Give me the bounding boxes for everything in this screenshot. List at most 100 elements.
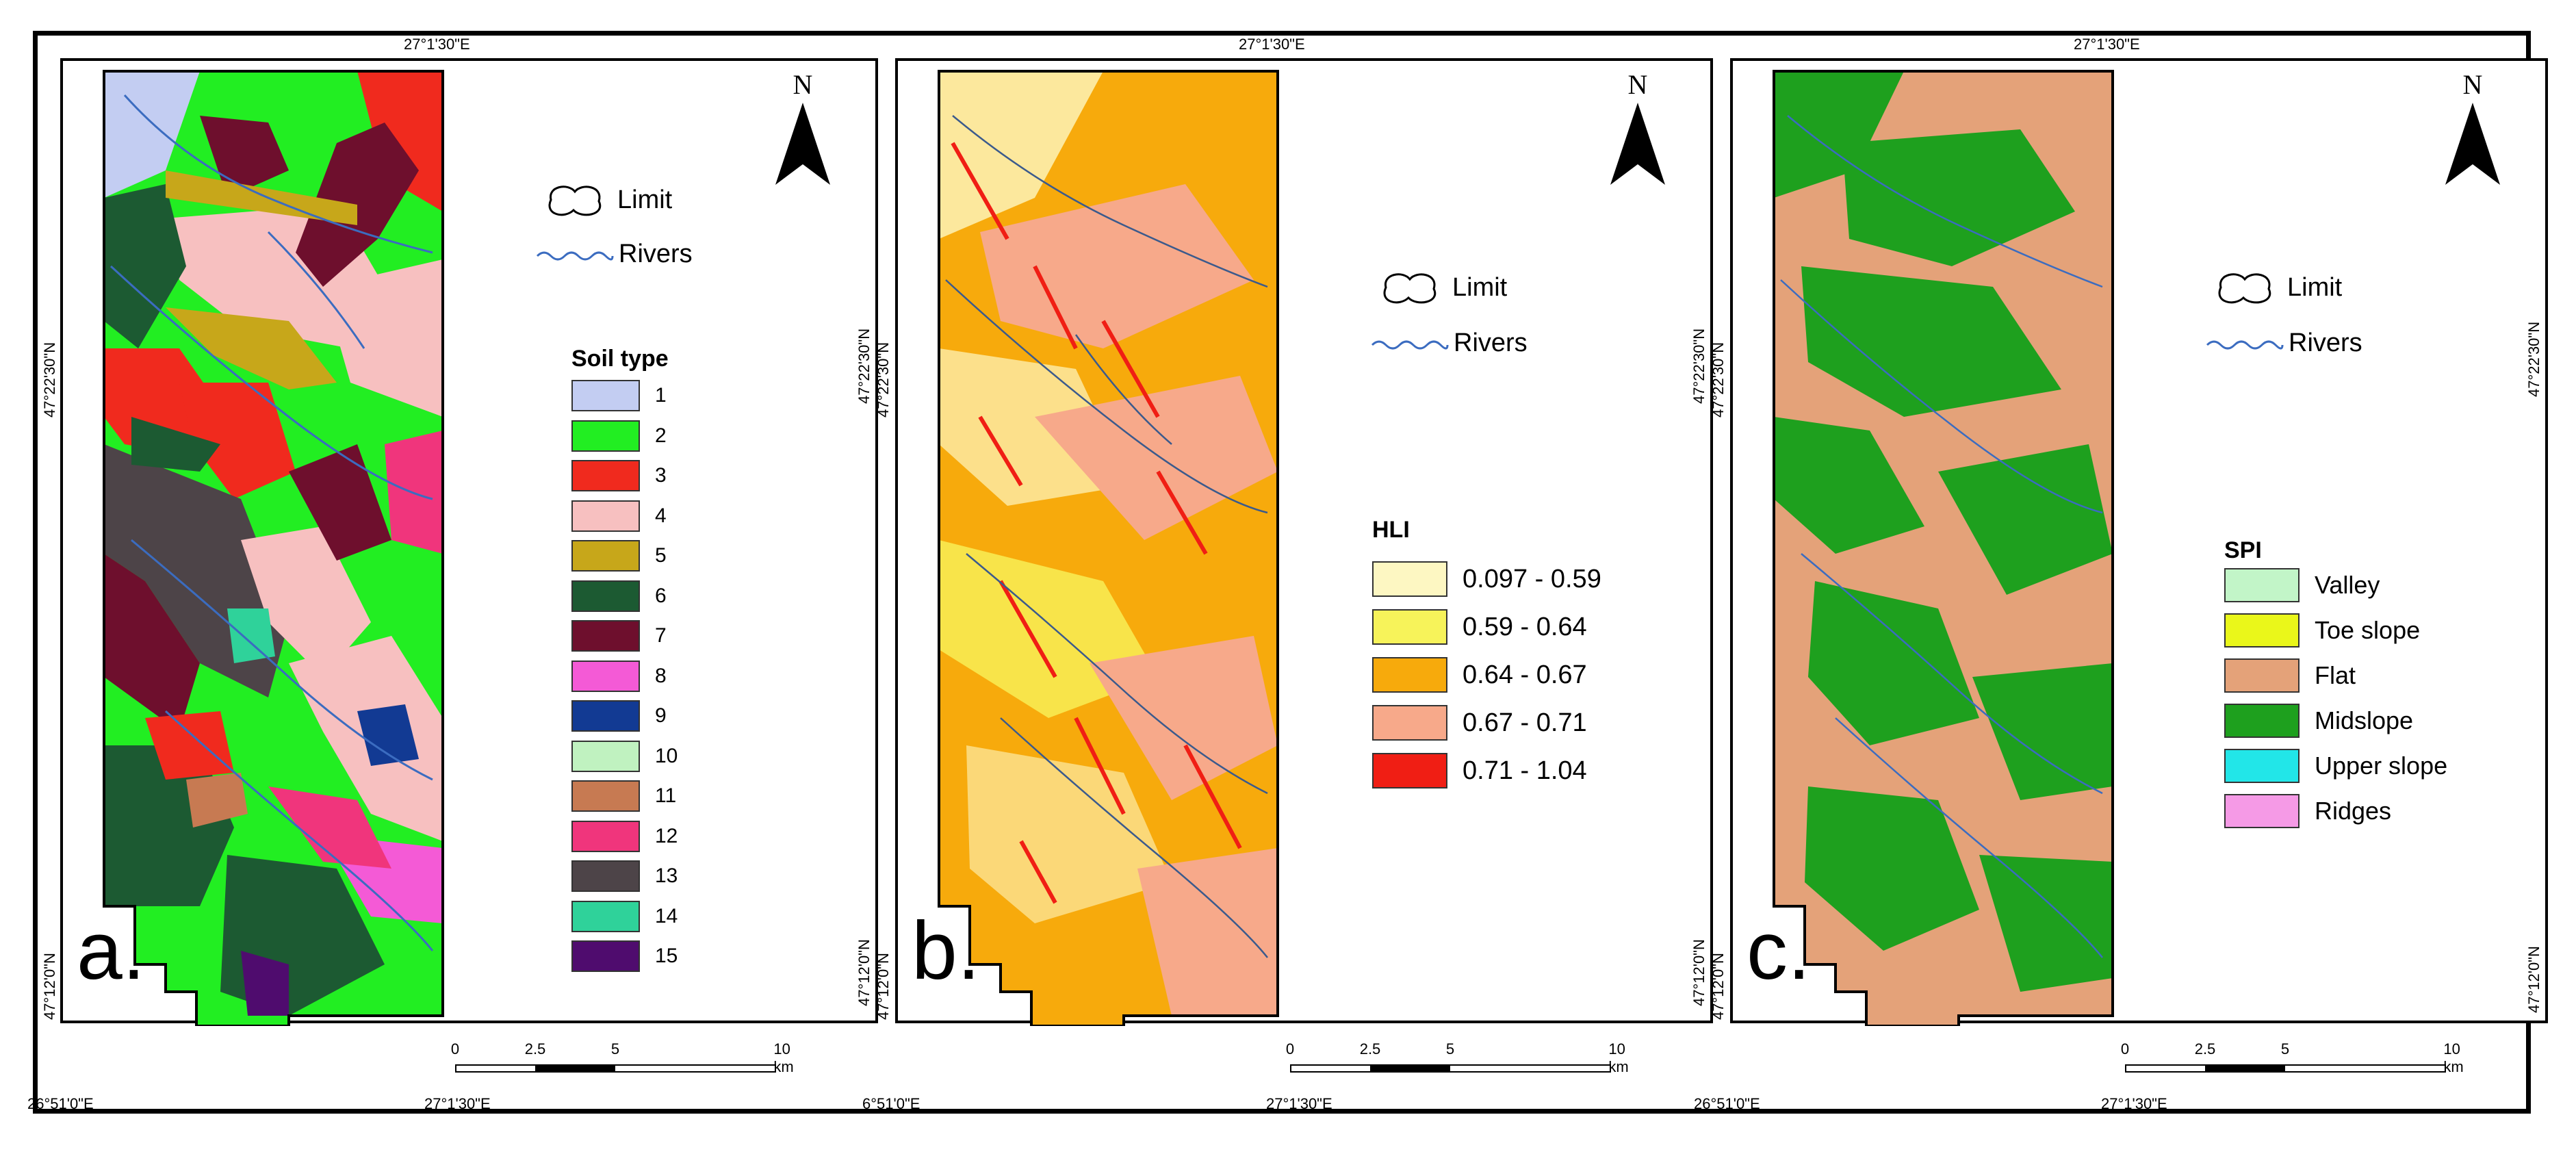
north-label: N bbox=[2462, 69, 2483, 100]
rivers bbox=[945, 115, 1268, 958]
legend-item: 12 bbox=[571, 820, 678, 852]
coord-lat-bottom-a: 47°12'0"N bbox=[41, 953, 58, 1020]
legend-item: 7 bbox=[571, 620, 667, 652]
legend-swatch bbox=[1372, 753, 1447, 788]
north-arrow-icon bbox=[2445, 103, 2500, 185]
scale-bar-c: 0 2.5 5 10 km bbox=[2121, 1040, 2467, 1081]
panel-a: a. bbox=[60, 58, 878, 1026]
legend-item: 13 bbox=[571, 860, 678, 892]
scale-label: 0 bbox=[450, 1040, 460, 1057]
legend-label: 6 bbox=[655, 584, 667, 607]
legend-label: 13 bbox=[655, 864, 678, 887]
legend-label: Midslope bbox=[2315, 706, 2414, 734]
legend-swatch bbox=[2224, 613, 2300, 647]
legend-title-hli: HLI bbox=[1372, 517, 1410, 543]
legend-rivers-label: Rivers bbox=[1454, 329, 1528, 357]
legend-label: 14 bbox=[655, 904, 678, 927]
legend-limit-c: Limit bbox=[2211, 267, 2342, 308]
legend-swatch bbox=[571, 740, 640, 772]
coord-top-b: 27°1'30"E bbox=[1239, 36, 1305, 53]
legend-label: Upper slope bbox=[2315, 752, 2448, 780]
scale-bar-b: 0 2.5 5 10 km bbox=[1286, 1040, 1632, 1081]
coord-lat-top-a: 47°22'30"N bbox=[41, 342, 58, 418]
coord-lat-bottom-c-2: 47°12'0"N bbox=[1710, 953, 1727, 1020]
legend-swatch bbox=[571, 540, 640, 572]
scale-label: 5 bbox=[2280, 1040, 2290, 1057]
coord-lat-bottom-b-2: 47°12'0"N bbox=[875, 953, 892, 1020]
spi-map bbox=[1773, 70, 2114, 1026]
legend-swatch bbox=[571, 820, 640, 852]
hli-high-streaks bbox=[951, 142, 1242, 904]
legend-item: Valley bbox=[2224, 568, 2380, 602]
legend-label: 15 bbox=[655, 945, 678, 967]
hli-map bbox=[938, 70, 1279, 1026]
coord-bottom-right-a: 27°1'30"E bbox=[424, 1095, 491, 1112]
legend-label: 2 bbox=[655, 424, 667, 447]
limit-boundary bbox=[938, 70, 1279, 1026]
legend-swatch bbox=[2224, 749, 2300, 783]
panel-b: b. bbox=[895, 58, 1713, 1026]
legend-swatch bbox=[571, 500, 640, 532]
legend-swatch bbox=[571, 860, 640, 892]
legend-item: 0.59 - 0.64 bbox=[1372, 609, 1587, 645]
legend-item: 0.71 - 1.04 bbox=[1372, 753, 1587, 788]
coord-lat-top-b-2: 47°22'30"N bbox=[875, 342, 892, 418]
legend-label: 1 bbox=[655, 384, 667, 407]
legend-item: 1 bbox=[571, 380, 667, 411]
coord-lat-top-c-1: 47°22'30"N bbox=[1690, 328, 1708, 404]
coord-lat-bottom-c-1: 47°12'0"N bbox=[1690, 939, 1708, 1006]
coord-top-a: 27°1'30"E bbox=[404, 36, 470, 53]
legend-swatch bbox=[2224, 568, 2300, 602]
legend-rivers-label: Rivers bbox=[619, 240, 693, 268]
north-arrow-b: N bbox=[1607, 68, 1669, 185]
legend-item: Midslope bbox=[2224, 704, 2413, 738]
legend-item: 9 bbox=[571, 700, 667, 732]
north-arrow-a: N bbox=[772, 68, 834, 185]
scale-label: 5 bbox=[610, 1040, 620, 1057]
legend-item: 11 bbox=[571, 780, 676, 812]
legend-item: 6 bbox=[571, 580, 667, 612]
panel-c: c. bbox=[1730, 58, 2548, 1026]
legend-swatch bbox=[571, 460, 640, 491]
legend-label: Flat bbox=[2315, 661, 2356, 689]
scale-label: 2.5 bbox=[2194, 1040, 2216, 1057]
legend-item: Toe slope bbox=[2224, 613, 2420, 647]
legend-swatch bbox=[1372, 609, 1447, 645]
coord-lat-top-c-2: 47°22'30"N bbox=[1710, 342, 1727, 418]
legend-item: 14 bbox=[571, 900, 678, 932]
legend-item: 0.64 - 0.67 bbox=[1372, 657, 1587, 693]
legend-item: 0.67 - 0.71 bbox=[1372, 705, 1587, 741]
scale-label: 2.5 bbox=[1359, 1040, 1381, 1057]
coord-bottom-left-c: 26°51'0"E bbox=[1694, 1095, 1760, 1112]
north-label: N bbox=[793, 69, 813, 100]
legend-label: 10 bbox=[655, 744, 678, 767]
legend-item: 15 bbox=[571, 940, 678, 972]
legend-label: 0.097 - 0.59 bbox=[1463, 564, 1601, 593]
north-arrow-c: N bbox=[2442, 68, 2503, 185]
limit-boundary bbox=[1773, 70, 2114, 1026]
legend-swatch bbox=[2224, 704, 2300, 738]
legend-swatch bbox=[2224, 658, 2300, 693]
legend-limit-a: Limit bbox=[541, 179, 672, 220]
legend-label: 0.71 - 1.04 bbox=[1463, 756, 1587, 785]
coord-lat-bottom-right: 47°12'0"N bbox=[2525, 946, 2542, 1013]
legend-swatch bbox=[571, 620, 640, 652]
limit-boundary bbox=[103, 70, 444, 1026]
legend-label: 3 bbox=[655, 464, 667, 487]
legend-label: 8 bbox=[655, 664, 667, 687]
legend-label: 9 bbox=[655, 704, 667, 727]
panel-letter: c. bbox=[1747, 905, 1811, 997]
legend-swatch bbox=[1372, 657, 1447, 693]
legend-label: 5 bbox=[655, 544, 667, 567]
legend-label: Ridges bbox=[2315, 797, 2392, 825]
legend-item: 3 bbox=[571, 460, 667, 491]
rivers bbox=[110, 94, 434, 951]
legend-swatch bbox=[2224, 794, 2300, 828]
legend-rivers-label: Rivers bbox=[2289, 329, 2362, 357]
legend-swatch bbox=[571, 660, 640, 692]
legend-label: 0.59 - 0.64 bbox=[1463, 612, 1587, 641]
scale-bar-graphic bbox=[1290, 1064, 1611, 1073]
legend-item: 8 bbox=[571, 660, 667, 692]
rivers bbox=[1780, 115, 2103, 958]
scale-label: 10 km bbox=[1608, 1040, 1629, 1075]
